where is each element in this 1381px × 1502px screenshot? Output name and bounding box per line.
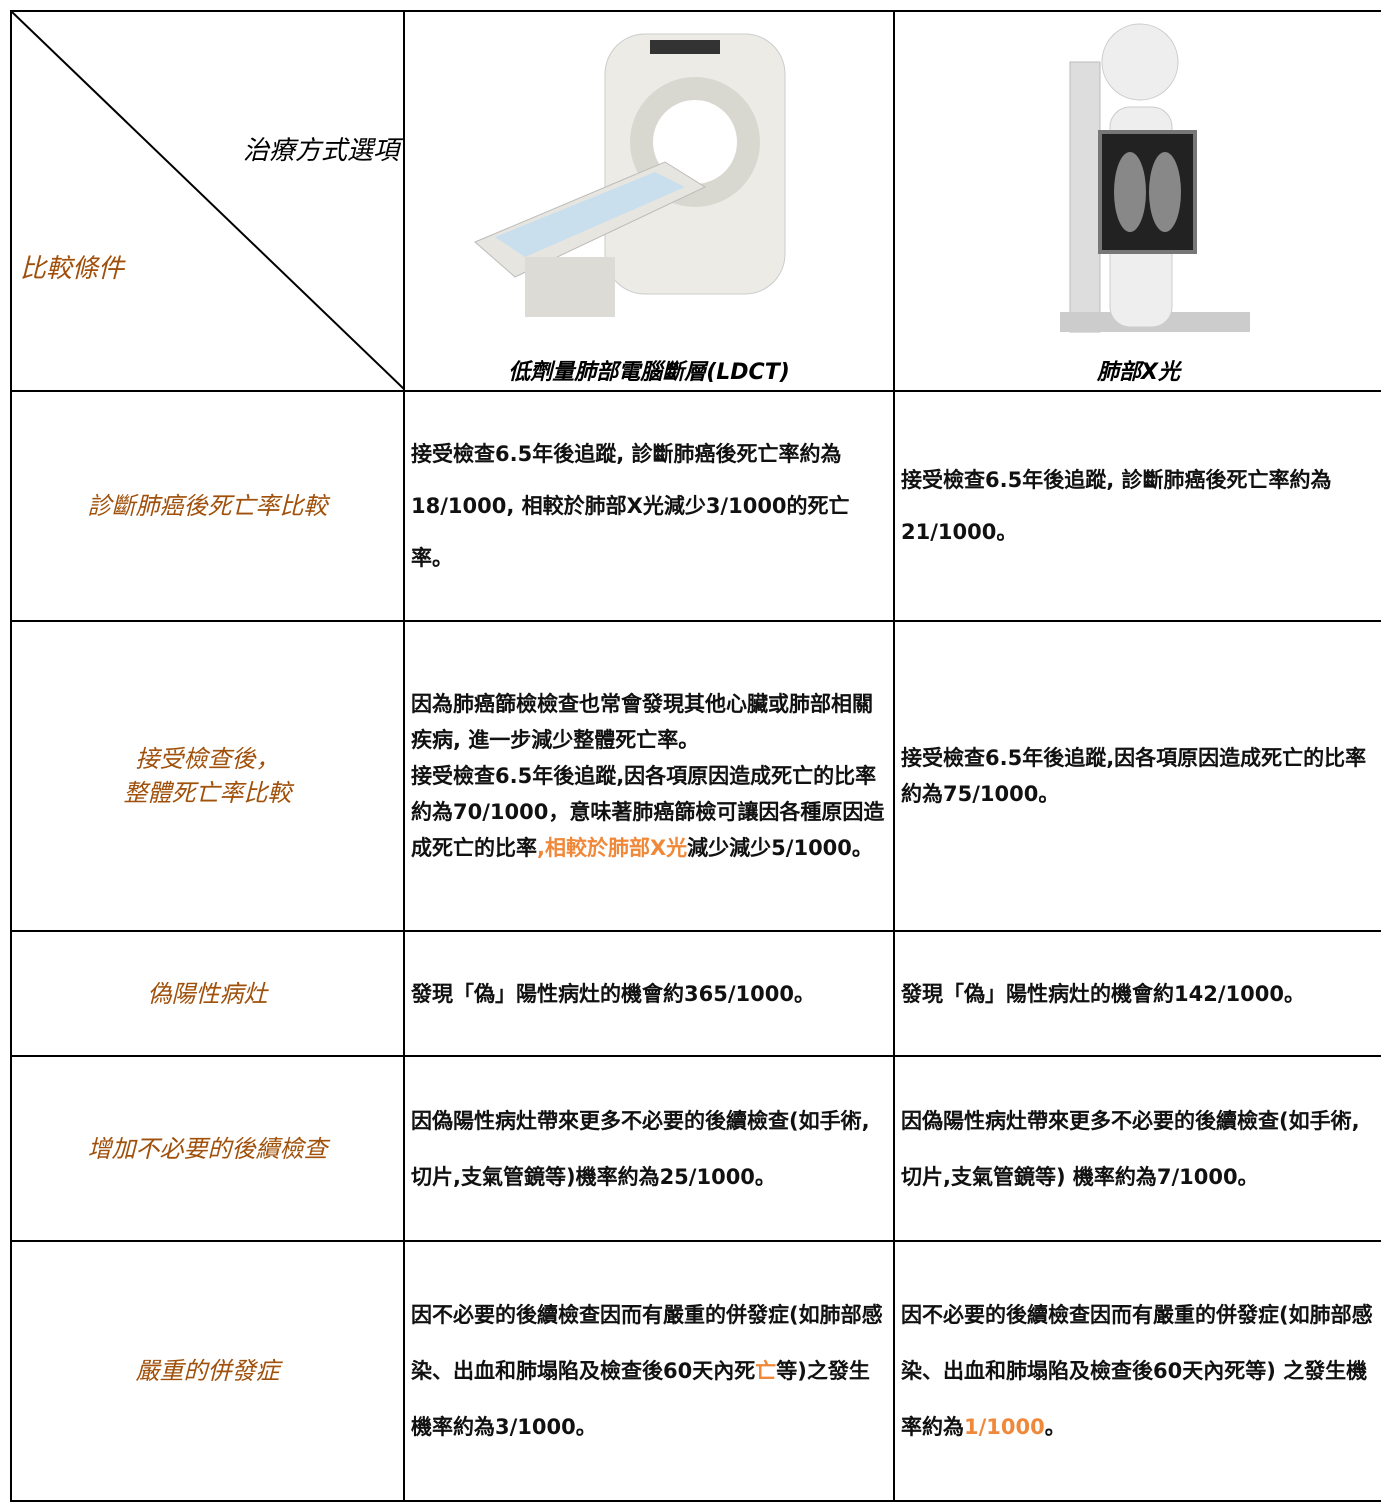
- paragraph: 發現「偽」陽性病灶的機會約365/1000。: [411, 965, 887, 1023]
- condition-cell: 診斷肺癌後死亡率比較: [10, 390, 405, 622]
- paragraph: 接受檢查6.5年後追蹤, 診斷肺癌後死亡率約為21/1000。: [901, 454, 1376, 558]
- result-cell: 因不必要的後續檢查因而有嚴重的併發症(如肺部感染、出血和肺塌陷及檢查後60天內死…: [403, 1240, 895, 1502]
- column-label: 治療方式選項: [242, 136, 399, 166]
- xray-image: [1060, 23, 1250, 333]
- text-segment: 因偽陽性病灶帶來更多不必要的後續檢查(如手術,切片,支氣管鏡等)機率約為25/1…: [411, 1108, 870, 1189]
- paragraph: 因偽陽性病灶帶來更多不必要的後續檢查(如手術,切片,支氣管鏡等) 機率約為7/1…: [901, 1093, 1376, 1205]
- condition-text: 增加不必要的後續檢查: [87, 1134, 328, 1163]
- text-segment: 1/1000: [964, 1415, 1045, 1439]
- paragraph: 因不必要的後續檢查因而有嚴重的併發症(如肺部感染、出血和肺塌陷及檢查後60天內死…: [901, 1287, 1376, 1455]
- text-segment: 減少減少5/1000。: [687, 836, 873, 860]
- result-cell: 因不必要的後續檢查因而有嚴重的併發症(如肺部感染、出血和肺塌陷及檢查後60天內死…: [893, 1240, 1381, 1502]
- result-cell: 接受檢查6.5年後追蹤, 診斷肺癌後死亡率約為18/1000, 相較於肺部X光減…: [403, 390, 895, 622]
- paragraph: 接受檢查6.5年後追蹤,因各項原因造成死亡的比率約為70/1000，意味著肺癌篩…: [411, 758, 887, 866]
- table-row: 診斷肺癌後死亡率比較 接受檢查6.5年後追蹤, 診斷肺癌後死亡率約為18/1000…: [10, 390, 1381, 622]
- row-label: 比較條件: [20, 254, 125, 284]
- result-cell: 接受檢查6.5年後追蹤,因各項原因造成死亡的比率約為75/1000。: [893, 620, 1381, 932]
- text-segment: 因不必要的後續檢查因而有嚴重的併發症(如肺部感染、出血和肺塌陷及檢查後60天內死…: [901, 1303, 1373, 1439]
- paragraph: 發現「偽」陽性病灶的機會約142/1000。: [901, 965, 1376, 1023]
- condition-cell: 嚴重的併發症: [10, 1240, 405, 1502]
- option-cell: 肺部X光: [893, 10, 1381, 392]
- diagonal: [12, 12, 405, 390]
- text-segment: 因不必要的後續檢查因而有嚴重的併發症(如肺部感染、出血和肺塌陷及檢查後60天內死: [411, 1303, 883, 1383]
- text-segment: ,相較於肺部X光: [537, 836, 688, 860]
- result-cell: 發現「偽」陽性病灶的機會約365/1000。: [403, 930, 895, 1057]
- text-segment: 。: [1044, 1415, 1066, 1439]
- ct-scanner-image: [474, 33, 786, 317]
- result-cell: 發現「偽」陽性病灶的機會約142/1000。: [893, 930, 1381, 1057]
- text-segment: 發現「偽」陽性病灶的機會約142/1000。: [901, 981, 1305, 1006]
- text-segment: 接受檢查6.5年後追蹤,因各項原因造成死亡的比率約為70/1000，意味著肺癌篩…: [411, 764, 885, 860]
- table-row: 嚴重的併發症 因不必要的後續檢查因而有嚴重的併發症(如肺部感染、出血和肺塌陷及檢查…: [10, 1240, 1381, 1502]
- option-label: 肺部X光: [1097, 360, 1180, 385]
- result-cell: 因偽陽性病灶帶來更多不必要的後續檢查(如手術,切片,支氣管鏡等) 機率約為7/1…: [893, 1055, 1381, 1242]
- table-row: 接受檢查後， 整體死亡率比較 因為肺癌篩檢檢查也常會發現其他心臟或肺部相關疾病, 進…: [10, 620, 1381, 932]
- result-cell: 接受檢查6.5年後追蹤, 診斷肺癌後死亡率約為21/1000。: [893, 390, 1381, 622]
- table-row: 增加不必要的後續檢查 因偽陽性病灶帶來更多不必要的後續檢查(如手術,切片,支氣管鏡…: [10, 1055, 1381, 1242]
- condition-text: 嚴重的併發症: [135, 1357, 280, 1385]
- text-segment: 等)之發生機率約為3/1000。: [411, 1359, 870, 1439]
- paragraph: 接受檢查6.5年後追蹤,因各項原因造成死亡的比率約為75/1000。: [901, 740, 1376, 812]
- option-cell: 低劑量肺部電腦斷層(LDCT): [403, 10, 895, 392]
- condition-text: 診斷肺癌後死亡率比較: [87, 492, 328, 520]
- option-label: 低劑量肺部電腦斷層(LDCT): [508, 360, 790, 385]
- paragraph: 因為肺癌篩檢檢查也常會發現其他心臟或肺部相關疾病, 進一步減少整體死亡率。: [411, 686, 887, 758]
- corner-cell: 治療方式選項 比較條件: [10, 10, 405, 392]
- condition-cell: 偽陽性病灶: [10, 930, 405, 1057]
- text-segment: 接受檢查6.5年後追蹤, 診斷肺癌後死亡率約為18/1000, 相較於肺部X光減…: [411, 442, 850, 570]
- condition-text: 接受檢查後，: [135, 745, 280, 773]
- text-segment: 亡: [755, 1359, 777, 1383]
- condition-cell: 增加不必要的後續檢查: [10, 1055, 405, 1242]
- table-row: 偽陽性病灶 發現「偽」陽性病灶的機會約365/1000。 發現「偽」陽性病灶的機會約…: [10, 930, 1381, 1057]
- text-segment: 接受檢查6.5年後追蹤, 診斷肺癌後死亡率約為21/1000。: [901, 468, 1332, 544]
- paragraph: 接受檢查6.5年後追蹤, 診斷肺癌後死亡率約為18/1000, 相較於肺部X光減…: [411, 428, 887, 584]
- paragraph: 因不必要的後續檢查因而有嚴重的併發症(如肺部感染、出血和肺塌陷及檢查後60天內死…: [411, 1287, 887, 1455]
- result-cell: 因偽陽性病灶帶來更多不必要的後續檢查(如手術,切片,支氣管鏡等)機率約為25/1…: [403, 1055, 895, 1242]
- comparison-table: 治療方式選項 比較條件 低劑量肺部電腦斷層(LDCT) 肺部X光 診斷肺癌後死亡…: [10, 10, 1381, 1502]
- result-cell: 因為肺癌篩檢檢查也常會發現其他心臟或肺部相關疾病, 進一步減少整體死亡率。接受檢…: [403, 620, 895, 932]
- condition-text: 整體死亡率比較: [123, 779, 292, 807]
- text-segment: 接受檢查6.5年後追蹤,因各項原因造成死亡的比率約為75/1000。: [901, 746, 1367, 806]
- condition-cell: 接受檢查後， 整體死亡率比較: [10, 620, 405, 932]
- text-segment: 因偽陽性病灶帶來更多不必要的後續檢查(如手術,切片,支氣管鏡等) 機率約為7/1…: [901, 1108, 1360, 1189]
- paragraph: 因偽陽性病灶帶來更多不必要的後續檢查(如手術,切片,支氣管鏡等)機率約為25/1…: [411, 1093, 887, 1205]
- text-segment: 發現「偽」陽性病灶的機會約365/1000。: [411, 981, 815, 1006]
- condition-text: 偽陽性病灶: [147, 979, 268, 1008]
- text-segment: 因為肺癌篩檢檢查也常會發現其他心臟或肺部相關疾病, 進一步減少整體死亡率。: [411, 692, 873, 752]
